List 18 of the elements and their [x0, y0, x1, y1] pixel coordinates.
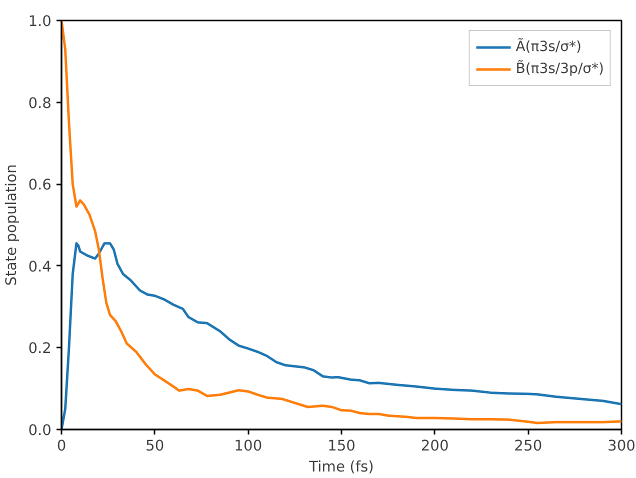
x-tick-label: 250 [514, 438, 542, 454]
line-series [62, 20, 622, 424]
x-tick-label: 50 [146, 438, 164, 454]
x-tick-label: 200 [420, 438, 449, 454]
x-tick-label: 150 [328, 438, 356, 454]
y-tick-label: 1.0 [28, 13, 52, 30]
y-tick-label: 0.2 [28, 340, 52, 358]
y-axis-title: State population [3, 164, 20, 286]
x-tick-label: 100 [234, 438, 262, 454]
y-tick-label: 0.8 [28, 94, 52, 112]
y-tick-label: 0.4 [28, 258, 52, 276]
legend-label: Ã(π3s/σ*) [516, 39, 582, 55]
x-tick-label: 0 [56, 438, 66, 454]
y-tick-label: 0.0 [28, 422, 52, 439]
x-tick-label: 300 [608, 438, 636, 454]
y-tick-label: 0.6 [28, 176, 52, 194]
x-axis-title: Time (fs) [308, 458, 374, 476]
legend-label: B̃(π3s/3p/σ*) [516, 61, 604, 77]
